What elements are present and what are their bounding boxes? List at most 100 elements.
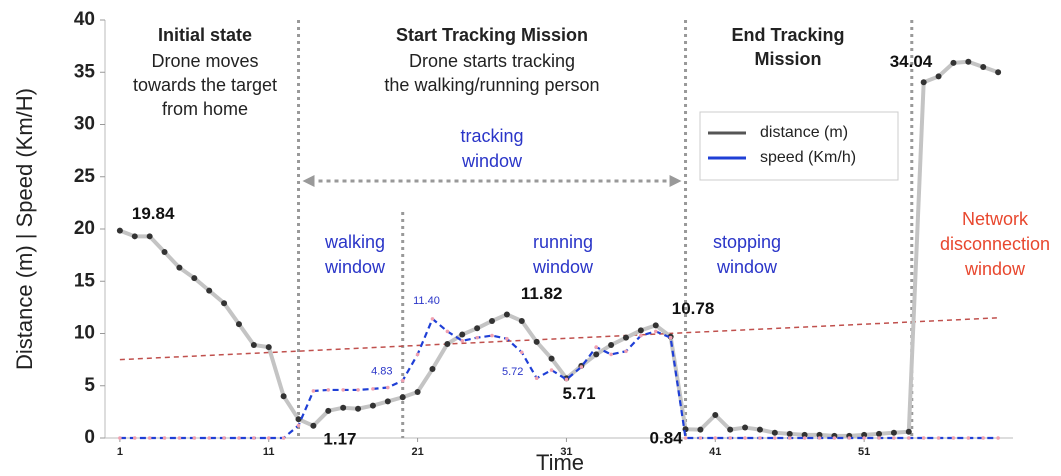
data-point (980, 64, 987, 71)
annotation: window (532, 257, 594, 277)
legend-label: distance (m) (760, 124, 848, 141)
arrow-head (302, 175, 315, 187)
y-tick-label: 25 (74, 166, 96, 187)
data-point (637, 327, 644, 334)
data-point (371, 387, 375, 391)
data-point (459, 331, 466, 338)
data-point (727, 426, 734, 433)
data-point (444, 340, 451, 347)
y-tick-label: 35 (74, 61, 96, 82)
data-point (295, 416, 302, 423)
y-tick-label: 15 (74, 270, 96, 291)
annotation: disconnection (940, 234, 1050, 254)
data-point (773, 436, 777, 440)
data-point (861, 431, 868, 438)
data-point (907, 436, 911, 440)
data-point (832, 436, 837, 440)
legend-label: speed (Km/h) (760, 149, 856, 166)
data-point (697, 426, 704, 433)
y-axis-label: Distance (m) | Speed (Km/H) (12, 88, 37, 370)
x-tick-label: 31 (560, 446, 572, 458)
y-tick-label: 40 (74, 9, 95, 30)
data-point (429, 366, 436, 373)
annotation: stopping (713, 232, 781, 252)
data-point (981, 436, 986, 440)
data-point (222, 436, 226, 440)
annotation: the walking/running person (384, 75, 599, 95)
data-point (252, 436, 256, 440)
data-point (935, 73, 942, 80)
data-point (877, 436, 881, 440)
data-point (445, 329, 450, 334)
data-point (265, 344, 272, 351)
data-point (430, 317, 435, 321)
trendline (119, 317, 999, 361)
data-point (386, 385, 390, 390)
data-label: 19.84 (132, 204, 175, 223)
data-point (177, 436, 182, 440)
data-point (235, 321, 242, 328)
x-tick-label: 1 (117, 446, 123, 458)
data-point (966, 436, 971, 440)
data-point (890, 429, 897, 436)
annotation: towards the target (133, 75, 277, 95)
data-point (281, 436, 286, 440)
data-point (118, 436, 122, 440)
data-point (786, 430, 793, 437)
data-point (296, 423, 301, 428)
data-point (356, 388, 360, 392)
legend: distance (m) speed (Km/h) (699, 111, 899, 181)
data-point (489, 317, 496, 324)
data-label: 10.78 (672, 299, 715, 318)
data-label: 11.82 (521, 284, 563, 303)
data-point (622, 334, 629, 341)
x-axis-label: Time (536, 450, 584, 475)
data-point (996, 436, 1000, 440)
data-label: 11.40 (413, 295, 440, 307)
data-point (609, 352, 613, 357)
data-point (712, 412, 719, 419)
y-tick-label: 20 (74, 218, 95, 239)
annotation: window (324, 257, 386, 277)
data-point (936, 436, 941, 440)
data-point (756, 426, 763, 433)
data-point (475, 335, 479, 340)
data-point (534, 376, 539, 381)
annotation: from home (162, 99, 248, 119)
data-point (460, 339, 465, 343)
annotation: tracking (460, 126, 523, 146)
data-point (207, 436, 211, 440)
data-point (131, 233, 138, 240)
data-point (326, 388, 331, 392)
x-tick-label: 21 (411, 446, 423, 458)
data-point (519, 350, 524, 355)
x-tick-label: 11 (263, 446, 275, 458)
data-point (742, 424, 749, 431)
annotation: End Tracking (731, 25, 844, 45)
data-point (266, 436, 271, 440)
data-label: 4.83 (371, 365, 392, 377)
annotation: Drone moves (151, 51, 258, 71)
data-point (146, 233, 153, 240)
data-point (802, 436, 807, 440)
data-point (653, 329, 658, 334)
data-point (474, 325, 481, 332)
data-point (920, 79, 927, 86)
data-point (325, 407, 332, 414)
data-point (787, 436, 792, 440)
data-point (950, 59, 957, 66)
data-point (905, 428, 912, 435)
data-point (192, 436, 197, 440)
x-tick-label: 41 (709, 446, 721, 458)
data-point (384, 398, 391, 405)
data-point (593, 351, 600, 358)
data-point (505, 336, 509, 341)
data-point (399, 394, 406, 401)
annotation: Mission (754, 49, 821, 69)
data-point (668, 335, 673, 340)
data-point (862, 436, 866, 440)
data-point (340, 404, 347, 411)
data-point (311, 389, 316, 393)
data-point (579, 365, 584, 369)
